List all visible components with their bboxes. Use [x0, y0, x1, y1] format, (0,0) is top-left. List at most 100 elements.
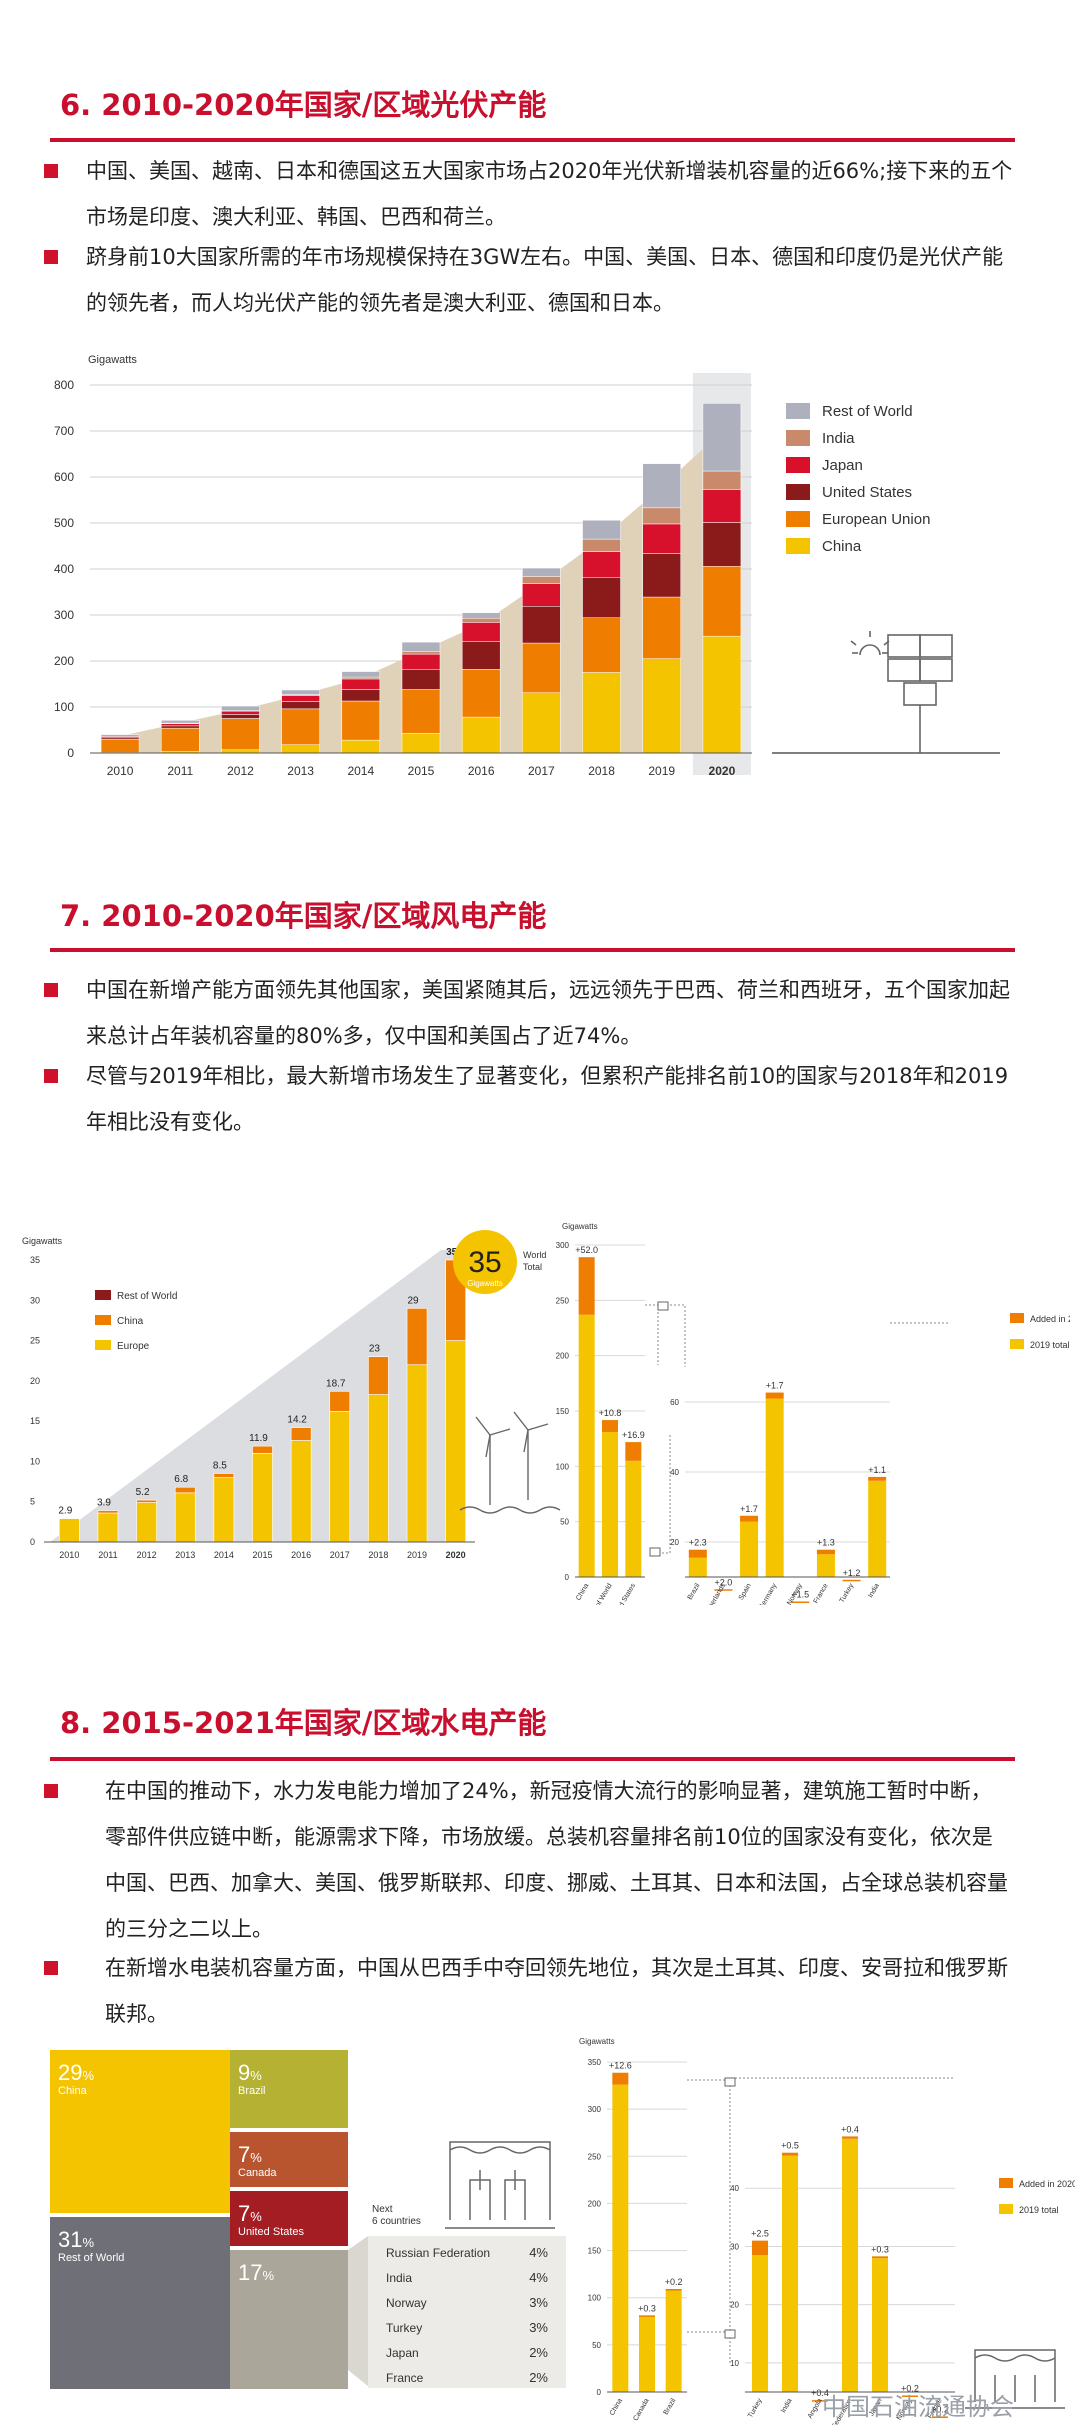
panel-connector — [687, 2077, 955, 2365]
legend-label: European Union — [822, 511, 930, 528]
legend-swatch — [786, 538, 810, 554]
treemap-tile — [50, 2050, 230, 2213]
x-tick-label: 2012 — [227, 764, 254, 778]
total-label: 5.2 — [136, 1487, 150, 1498]
country-name: India — [386, 2271, 412, 2285]
treemap-tile — [230, 2250, 348, 2389]
y-tick-label: 200 — [588, 2199, 602, 2208]
legend-swatch — [1010, 1313, 1024, 1323]
bar-added-2020 — [872, 2256, 888, 2259]
section-7-rule — [50, 948, 1015, 952]
added-value-label: +1.7 — [766, 1381, 784, 1391]
added-value-label: +2.5 — [751, 2229, 769, 2239]
x-tick-label: France — [813, 1582, 830, 1604]
bar-segment-rest-of-world — [401, 641, 441, 652]
bar-segment-china — [702, 635, 742, 754]
bar-added-2020 — [752, 2240, 768, 2256]
bar-segment-rest-of-world — [461, 612, 501, 619]
wind-capacity-chart: Gigawatts 0 5 10 15 20 25 30 35 2.9 2010 3.9 2011 5.2… — [22, 1230, 561, 1560]
bar-added-2020 — [812, 2400, 828, 2402]
bar-segment-europe — [445, 1340, 466, 1543]
y-tick-label: 200 — [54, 654, 74, 668]
panel-connector — [645, 1304, 950, 1554]
y-tick-label: 0 — [597, 2388, 602, 2397]
section-8-rule — [50, 1757, 1015, 1761]
bar-segment-united-states — [281, 701, 320, 710]
bar-segment-europe — [174, 1492, 196, 1543]
x-tick-label: 2014 — [347, 764, 374, 778]
wind-turbine-icon — [459, 1411, 561, 1514]
x-tick-label: United States — [610, 1582, 637, 1605]
x-tick-label: 2017 — [528, 764, 555, 778]
total-area — [101, 431, 741, 753]
bar-added-2020 — [612, 2072, 629, 2085]
y-tick-label: 700 — [54, 424, 74, 438]
y-tick-label: 800 — [54, 378, 74, 392]
bar-added-2020 — [639, 2315, 655, 2317]
total-label: 8.5 — [213, 1461, 227, 1472]
bar-added-2020 — [625, 1442, 642, 1461]
y-tick-label: 350 — [588, 2058, 602, 2067]
y-tick-label: 15 — [30, 1416, 40, 1426]
section-6-rule — [50, 138, 1015, 142]
y-tick-label: 60 — [670, 1398, 679, 1407]
legend-swatch — [95, 1290, 111, 1300]
x-tick-label: 2015 — [252, 1550, 272, 1560]
bar-segment-china — [97, 1510, 119, 1514]
x-tick-label: 2020 — [709, 764, 736, 778]
bar-segment-european-union — [281, 708, 320, 745]
bar-added-2020 — [765, 1392, 784, 1399]
y-tick-label: 10 — [30, 1456, 40, 1466]
hydro-country-chart: Gigawatts 0 50 100 150 200 250 300 350 +12.6 China… — [579, 2037, 1075, 2425]
treemap-label: China — [58, 2085, 88, 2097]
added-value-label: +12.6 — [609, 2061, 632, 2071]
x-tick-label: Turkey — [747, 2397, 764, 2419]
legend-swatch — [786, 430, 810, 446]
country-name: Japan — [386, 2346, 419, 2360]
added-value-label: +0.3 — [638, 2303, 656, 2313]
total-label: 14.2 — [287, 1415, 307, 1426]
bar-segment-china — [174, 1486, 196, 1494]
bar-segment-europe — [59, 1518, 80, 1543]
bar-segment-europe — [213, 1477, 235, 1543]
bar-segment-europe — [136, 1502, 157, 1543]
added-value-label: +0.5 — [781, 2141, 799, 2151]
bar-segment-rest-of-world — [642, 463, 681, 509]
x-tick-label: Turkey — [839, 1582, 856, 1604]
country-share: 3% — [529, 2295, 548, 2310]
treemap-tile — [50, 2217, 230, 2389]
bar-added-2020 — [932, 2416, 948, 2418]
y-tick-label: 20 — [670, 1538, 679, 1547]
bar-2019-total — [782, 2155, 798, 2392]
added-value-label: +2.0 — [715, 1577, 733, 1587]
x-tick-label: 2014 — [214, 1550, 234, 1560]
y-tick-label: 40 — [670, 1468, 679, 1477]
wind-country-chart: Gigawatts 0 50 100 150 200 250 300 +52.0 China +10… — [556, 1222, 1070, 1605]
bullet-marker — [44, 164, 58, 178]
added-value-label: +0.4 — [811, 2388, 829, 2398]
world-total-label: World — [523, 1250, 546, 1260]
country-share: 2% — [529, 2370, 548, 2385]
added-value-label: +1.7 — [740, 1504, 758, 1514]
country-share: 2% — [529, 2345, 548, 2360]
legend-swatch — [1010, 1339, 1024, 1349]
bar-segment-india — [582, 538, 621, 552]
legend-swatch — [786, 403, 810, 419]
y-tick-label: 30 — [30, 1295, 40, 1305]
bar-segment-european-union — [341, 700, 381, 741]
next-countries-heading: 6 countries — [372, 2216, 421, 2227]
country-name: Turkey — [386, 2321, 422, 2335]
bar-2019-total — [578, 1314, 595, 1577]
bar-segment-china — [522, 692, 561, 754]
next-countries-panel — [368, 2236, 566, 2388]
legend-label: United States — [822, 484, 912, 501]
bar-segment-european-union — [702, 565, 742, 637]
x-tick-label: 2016 — [468, 764, 495, 778]
bar-segment-rest-of-world — [702, 403, 742, 472]
bar-segment-japan — [401, 653, 441, 670]
world-total-label: Total — [523, 1262, 542, 1272]
legend-label: 2019 total — [1019, 2205, 1059, 2215]
y-tick-label: 20 — [30, 1376, 40, 1386]
bar-segment-india — [341, 676, 381, 680]
treemap-tile — [230, 2191, 348, 2246]
